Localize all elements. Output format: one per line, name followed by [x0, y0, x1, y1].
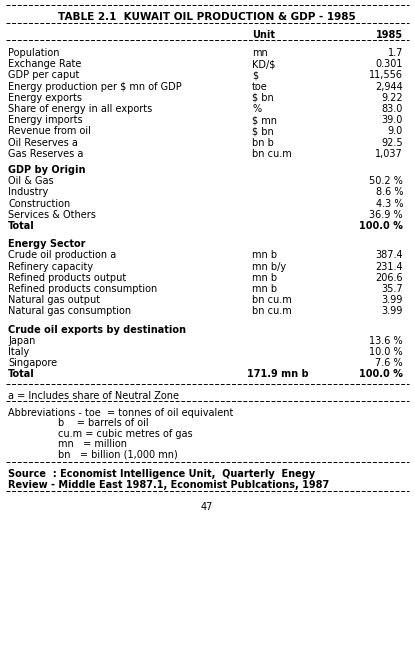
- Text: mn   = million: mn = million: [8, 439, 127, 449]
- Text: 39.0: 39.0: [382, 115, 403, 125]
- Text: TABLE 2.1  KUWAIT OIL PRODUCTION & GDP - 1985: TABLE 2.1 KUWAIT OIL PRODUCTION & GDP - …: [58, 12, 356, 22]
- Text: toe: toe: [252, 82, 268, 92]
- Text: 1,037: 1,037: [375, 149, 403, 159]
- Text: 100.0 %: 100.0 %: [359, 221, 403, 231]
- Text: 3.99: 3.99: [382, 306, 403, 316]
- Text: GDP per caput: GDP per caput: [8, 71, 79, 80]
- Text: Source  : Economist Intelligence Unit,  Quarterly  Enegy: Source : Economist Intelligence Unit, Qu…: [8, 469, 315, 479]
- Text: 9.0: 9.0: [388, 127, 403, 136]
- Text: mn: mn: [252, 48, 268, 58]
- Text: 8.6 %: 8.6 %: [376, 187, 403, 198]
- Text: Crude oil production a: Crude oil production a: [8, 250, 116, 260]
- Text: %: %: [252, 104, 261, 114]
- Text: 36.9 %: 36.9 %: [369, 210, 403, 220]
- Text: 1985: 1985: [376, 30, 403, 40]
- Text: bn cu.m: bn cu.m: [252, 306, 292, 316]
- Text: Energy Sector: Energy Sector: [8, 239, 85, 249]
- Text: Review - Middle East 1987.1, Economist Publcations, 1987: Review - Middle East 1987.1, Economist P…: [8, 480, 329, 490]
- Text: $ bn: $ bn: [252, 127, 274, 136]
- Text: Unit: Unit: [252, 30, 275, 40]
- Text: Crude oil exports by destination: Crude oil exports by destination: [8, 325, 186, 335]
- Text: Energy exports: Energy exports: [8, 93, 82, 103]
- Text: $ bn: $ bn: [252, 93, 274, 103]
- Text: $ mn: $ mn: [252, 115, 277, 125]
- Text: Revenue from oil: Revenue from oil: [8, 127, 91, 136]
- Text: Construction: Construction: [8, 198, 70, 209]
- Text: 171.9 mn b: 171.9 mn b: [247, 370, 309, 380]
- Text: Gas Reserves a: Gas Reserves a: [8, 149, 83, 159]
- Text: 231.4: 231.4: [376, 262, 403, 272]
- Text: 83.0: 83.0: [382, 104, 403, 114]
- Text: 1.7: 1.7: [388, 48, 403, 58]
- Text: cu.m = cubic metres of gas: cu.m = cubic metres of gas: [8, 428, 193, 439]
- Text: 100.0 %: 100.0 %: [359, 370, 403, 380]
- Text: bn cu.m: bn cu.m: [252, 149, 292, 159]
- Text: 2,944: 2,944: [375, 82, 403, 92]
- Text: Oil Reserves a: Oil Reserves a: [8, 138, 78, 148]
- Text: Oil & Gas: Oil & Gas: [8, 176, 54, 186]
- Text: 35.7: 35.7: [381, 284, 403, 294]
- Text: 7.6 %: 7.6 %: [376, 358, 403, 368]
- Text: mn b: mn b: [252, 250, 277, 260]
- Text: 387.4: 387.4: [376, 250, 403, 260]
- Text: Natural gas consumption: Natural gas consumption: [8, 306, 131, 316]
- Text: 50.2 %: 50.2 %: [369, 176, 403, 186]
- Text: $: $: [252, 71, 258, 80]
- Text: mn b/y: mn b/y: [252, 262, 286, 272]
- Text: Refinery capacity: Refinery capacity: [8, 262, 93, 272]
- Text: 10.0 %: 10.0 %: [369, 347, 403, 357]
- Text: a = Includes share of Neutral Zone: a = Includes share of Neutral Zone: [8, 391, 179, 401]
- Text: 9.22: 9.22: [381, 93, 403, 103]
- Text: Japan: Japan: [8, 336, 35, 346]
- Text: 47: 47: [201, 502, 213, 512]
- Text: Total: Total: [8, 370, 35, 380]
- Text: 206.6: 206.6: [376, 273, 403, 283]
- Text: b    = barrels of oil: b = barrels of oil: [8, 418, 149, 428]
- Text: Population: Population: [8, 48, 59, 58]
- Text: Italy: Italy: [8, 347, 29, 357]
- Text: Refined products output: Refined products output: [8, 273, 126, 283]
- Text: Singapore: Singapore: [8, 358, 57, 368]
- Text: Refined products consumption: Refined products consumption: [8, 284, 157, 294]
- Text: 13.6 %: 13.6 %: [369, 336, 403, 346]
- Text: Total: Total: [8, 221, 35, 231]
- Text: bn cu.m: bn cu.m: [252, 295, 292, 305]
- Text: Industry: Industry: [8, 187, 48, 198]
- Text: 92.5: 92.5: [381, 138, 403, 148]
- Text: Abbreviations - toe  = tonnes of oil equivalent: Abbreviations - toe = tonnes of oil equi…: [8, 408, 233, 418]
- Text: bn b: bn b: [252, 138, 274, 148]
- Text: GDP by Origin: GDP by Origin: [8, 165, 85, 175]
- Text: mn b: mn b: [252, 273, 277, 283]
- Text: Natural gas output: Natural gas output: [8, 295, 100, 305]
- Text: bn   = billion (1,000 mn): bn = billion (1,000 mn): [8, 449, 178, 459]
- Text: Share of energy in all exports: Share of energy in all exports: [8, 104, 152, 114]
- Text: Energy production per $ mn of GDP: Energy production per $ mn of GDP: [8, 82, 182, 92]
- Text: Energy imports: Energy imports: [8, 115, 83, 125]
- Text: 11,556: 11,556: [369, 71, 403, 80]
- Text: Exchange Rate: Exchange Rate: [8, 59, 81, 69]
- Text: Services & Others: Services & Others: [8, 210, 96, 220]
- Text: KD/$: KD/$: [252, 59, 276, 69]
- Text: mn b: mn b: [252, 284, 277, 294]
- Text: 0.301: 0.301: [376, 59, 403, 69]
- Text: 3.99: 3.99: [382, 295, 403, 305]
- Text: 4.3 %: 4.3 %: [376, 198, 403, 209]
